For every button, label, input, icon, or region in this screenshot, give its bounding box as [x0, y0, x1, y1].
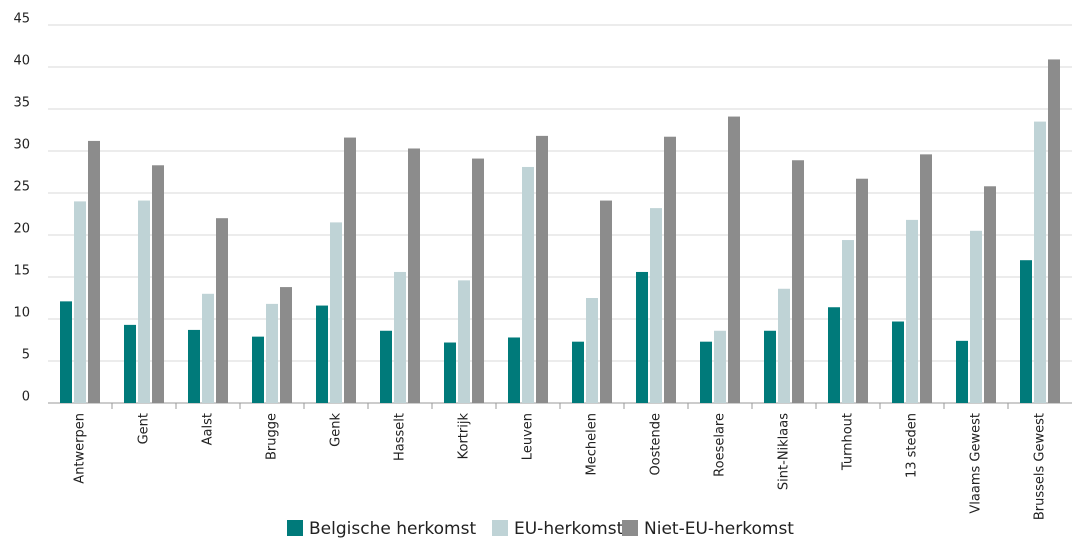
bar — [266, 303, 278, 403]
bar — [856, 178, 868, 403]
y-tick-label: 10 — [13, 306, 30, 321]
bar — [536, 135, 548, 403]
legend-label: Belgische herkomst — [309, 519, 476, 539]
bar — [714, 330, 726, 403]
y-tick-label: 5 — [22, 348, 30, 363]
bar — [60, 301, 72, 403]
bar — [700, 341, 712, 403]
bar — [956, 340, 968, 403]
bar — [920, 154, 932, 403]
bar — [764, 330, 776, 403]
bar — [74, 201, 86, 403]
bar — [458, 280, 470, 403]
y-tick-label: 25 — [13, 180, 30, 195]
x-tick-label: Gent — [137, 413, 152, 444]
bar — [892, 321, 904, 403]
bar — [522, 166, 534, 403]
x-tick-label: Turnhout — [841, 413, 856, 471]
bar — [330, 222, 342, 403]
x-tick-label: Sint-Niklaas — [777, 413, 792, 490]
bar — [252, 336, 264, 403]
bar — [152, 165, 164, 403]
bar — [88, 140, 100, 404]
bar — [970, 230, 982, 403]
x-tick-label: Leuven — [521, 413, 536, 460]
bar — [792, 160, 804, 403]
bar — [586, 298, 598, 403]
x-tick-label: Aalst — [201, 413, 216, 445]
legend-label: Niet-EU-herkomst — [644, 519, 794, 539]
bar — [728, 116, 740, 403]
x-tick-label: Hasselt — [393, 413, 408, 461]
x-tick-label: 13 steden — [905, 413, 920, 478]
legend-label: EU-herkomst — [514, 519, 624, 539]
legend-swatch — [287, 520, 303, 536]
bar — [316, 305, 328, 403]
x-tick-label: Vlaams Gewest — [969, 413, 984, 514]
y-tick-label: 30 — [13, 138, 30, 153]
legend-swatch — [622, 520, 638, 536]
x-tick-label: Kortrijk — [457, 413, 472, 460]
x-tick-label: Roeselare — [713, 413, 728, 477]
y-tick-label: 40 — [13, 54, 30, 69]
bar — [444, 342, 456, 403]
bar — [906, 219, 918, 403]
x-tick-label: Genk — [329, 413, 344, 447]
bar — [1048, 59, 1060, 403]
x-tick-label: Oostende — [649, 413, 664, 476]
x-tick-label: Antwerpen — [73, 413, 88, 484]
bar — [650, 208, 662, 403]
bar — [394, 271, 406, 403]
bar — [664, 136, 676, 403]
y-tick-label: 15 — [13, 264, 30, 279]
bar — [472, 158, 484, 403]
bar — [202, 293, 214, 403]
y-tick-label: 35 — [13, 96, 30, 111]
bar — [408, 148, 420, 403]
bar — [828, 307, 840, 403]
y-tick-label: 20 — [13, 222, 30, 237]
bar — [1034, 121, 1046, 403]
y-tick-label: 0 — [22, 390, 30, 405]
x-tick-label: Brussels Gewest — [1033, 413, 1048, 520]
bar — [216, 218, 228, 403]
y-tick-label: 45 — [13, 12, 30, 27]
bar — [138, 200, 150, 403]
bar — [778, 288, 790, 403]
bar — [842, 240, 854, 403]
bar — [124, 324, 136, 403]
x-tick-label: Mechelen — [585, 413, 600, 475]
bar — [344, 137, 356, 403]
x-tick-label: Brugge — [265, 413, 280, 460]
bar — [380, 330, 392, 403]
bar — [508, 337, 520, 403]
bar — [984, 186, 996, 403]
legend-swatch — [492, 520, 508, 536]
bar — [188, 329, 200, 403]
bar — [1020, 260, 1032, 403]
bar — [280, 287, 292, 403]
bar — [572, 341, 584, 403]
bar — [636, 271, 648, 403]
bar — [600, 200, 612, 403]
